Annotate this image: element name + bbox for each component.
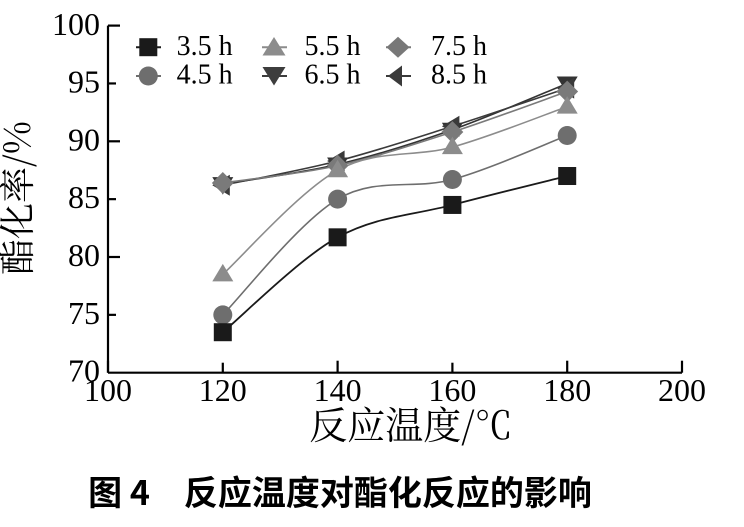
svg-text:5.5 h: 5.5 h: [305, 31, 361, 62]
svg-text:85: 85: [68, 179, 100, 215]
svg-text:酯化率/%: 酯化率/%: [0, 121, 41, 275]
svg-text:4.5 h: 4.5 h: [177, 60, 233, 91]
svg-text:95: 95: [68, 64, 100, 100]
svg-text:反应温度/℃: 反应温度/℃: [309, 395, 512, 450]
svg-text:100: 100: [52, 6, 100, 42]
svg-text:75: 75: [68, 295, 100, 331]
svg-text:80: 80: [68, 237, 100, 273]
svg-text:180: 180: [543, 372, 591, 408]
svg-text:8.5 h: 8.5 h: [431, 60, 487, 91]
svg-text:7.5 h: 7.5 h: [431, 31, 487, 62]
svg-text:3.5 h: 3.5 h: [177, 31, 233, 62]
svg-text:100: 100: [84, 372, 132, 408]
svg-text:120: 120: [199, 372, 247, 408]
svg-text:200: 200: [658, 372, 706, 408]
svg-text:图 4 反应温度对酯化反应的影响: 图 4 反应温度对酯化反应的影响: [88, 466, 592, 515]
svg-text:6.5 h: 6.5 h: [305, 60, 361, 91]
svg-text:90: 90: [68, 121, 100, 157]
